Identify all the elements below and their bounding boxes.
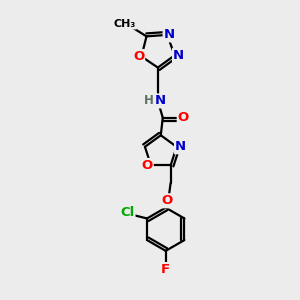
Text: Cl: Cl [120,206,134,219]
Text: N: N [175,140,186,153]
Text: CH₃: CH₃ [114,19,136,28]
Text: N: N [154,94,165,107]
Text: F: F [161,263,170,276]
Text: O: O [133,50,144,63]
Text: N: N [164,28,175,41]
Text: N: N [173,49,184,62]
Text: O: O [141,159,153,172]
Text: O: O [178,111,189,124]
Text: O: O [161,194,172,207]
Text: H: H [144,94,154,107]
